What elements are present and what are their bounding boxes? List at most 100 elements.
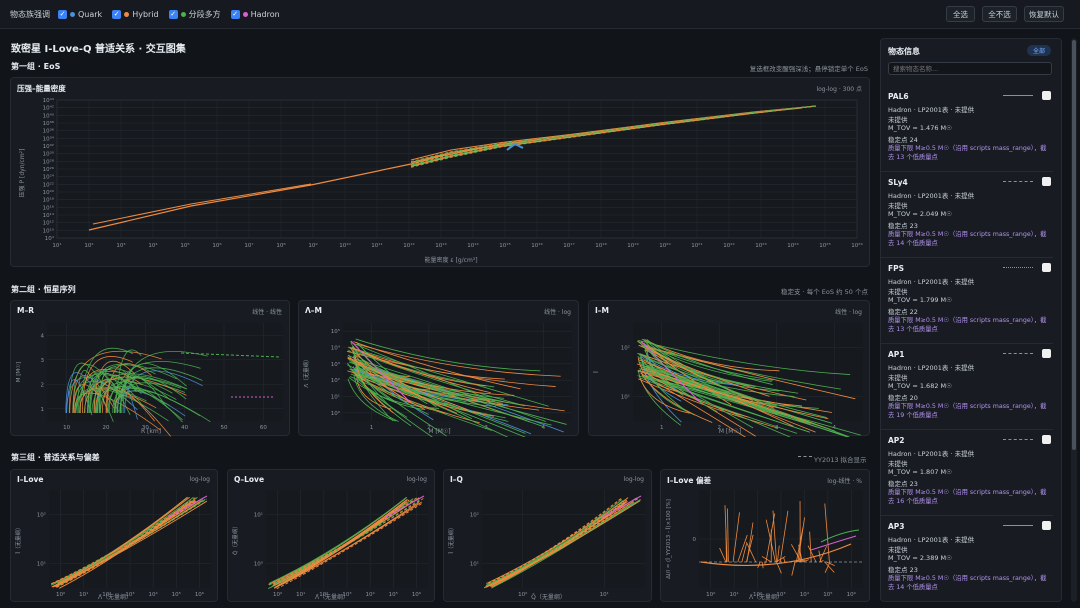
deviation-line[interactable] xyxy=(777,545,780,563)
mr-curve[interactable] xyxy=(87,371,124,414)
category-toggle-hybrid[interactable]: ✓ Hybrid xyxy=(112,9,159,19)
checkbox-icon[interactable]: ✓ xyxy=(168,9,178,19)
deviation-line[interactable] xyxy=(824,561,835,573)
sequence-curve[interactable] xyxy=(645,365,828,419)
deviation-line[interactable] xyxy=(746,541,757,563)
deviation-line[interactable] xyxy=(795,527,804,563)
eos-list-item[interactable]: AP1 Hadron · LP2001表 · 未提供 未提供 M_TOV = 1.68… xyxy=(881,344,1053,430)
mr-curve[interactable] xyxy=(112,387,201,417)
relation-curve[interactable] xyxy=(485,499,623,586)
relation-curve[interactable] xyxy=(166,495,208,519)
select-all-button[interactable]: 全选 xyxy=(946,6,975,22)
eos-list-item[interactable]: PAL6 Hadron · LP2001表 · 未提供 未提供 M_TOV = 1.4… xyxy=(881,86,1053,172)
eos-list-item[interactable]: AP3 Hadron · LP2001表 · 未提供 未提供 M_TOV = 2.38… xyxy=(881,516,1053,601)
mr-curve[interactable] xyxy=(75,388,169,422)
relation-curve[interactable] xyxy=(272,499,410,587)
i-q-chart[interactable]: 10⁰ 10¹ 10¹ 10² Q̄（无量纲） Ī（无量纲） xyxy=(444,470,653,603)
eos-list-item[interactable]: SLy4 Hadron · LP2001表 · 未提供 未提供 M_TOV = 2.0… xyxy=(881,172,1053,258)
relation-curve[interactable] xyxy=(269,496,408,584)
mr-curve[interactable] xyxy=(93,360,135,414)
deviation-line[interactable] xyxy=(826,561,835,567)
mr-curve[interactable] xyxy=(113,395,171,437)
sequence-curve[interactable] xyxy=(645,372,750,418)
eos-search-input[interactable] xyxy=(888,62,1052,75)
deviation-line[interactable] xyxy=(791,561,796,576)
relation-curve[interactable] xyxy=(490,500,641,587)
sequence-curve[interactable] xyxy=(353,341,521,390)
checkbox-icon[interactable]: ✓ xyxy=(230,9,240,19)
mr-curve[interactable] xyxy=(82,356,133,414)
eos-list-item[interactable]: FPS Hadron · LP2001表 · 未提供 未提供 M_TOV = 1.79… xyxy=(881,258,1053,344)
mr-curve[interactable] xyxy=(180,352,280,358)
sequence-curve[interactable] xyxy=(352,361,429,415)
relation-curve[interactable] xyxy=(51,500,202,588)
deviation-line[interactable] xyxy=(818,550,822,563)
sequence-curve[interactable] xyxy=(347,362,408,418)
i-q-chart-panel[interactable]: I–Q log-log 10⁰ 10¹ 10¹ 10² Q̄（无量纲） Ī（无量纲） xyxy=(443,469,652,602)
relation-curve[interactable] xyxy=(273,499,408,586)
sequence-curve[interactable] xyxy=(356,351,519,405)
all-badge[interactable]: 全部 xyxy=(1027,45,1051,56)
deviation-line[interactable] xyxy=(783,557,786,563)
mr-curve[interactable] xyxy=(72,384,101,414)
mr-curve[interactable] xyxy=(122,363,187,414)
category-toggle-quark[interactable]: ✓ Quark xyxy=(58,9,102,19)
sequence-curve[interactable] xyxy=(642,362,754,429)
sequence-curve[interactable] xyxy=(641,374,713,423)
mr-curve[interactable] xyxy=(69,350,162,414)
relation-curve[interactable] xyxy=(276,502,424,590)
sequence-curve[interactable] xyxy=(353,375,399,422)
mr-curve[interactable] xyxy=(124,370,203,414)
sequence-curve[interactable] xyxy=(636,353,777,407)
i-love-deviation-chart-panel[interactable]: I–Love 偏差 log-线性 · % 10⁰ 10¹ 10² 10³ 10⁴ 10⁵ 1… xyxy=(660,469,870,602)
deviation-line[interactable] xyxy=(772,510,777,563)
sequence-curve[interactable] xyxy=(354,372,552,426)
sequence-curve[interactable] xyxy=(354,377,444,437)
eos-checkbox[interactable] xyxy=(1042,349,1051,358)
sequence-curve[interactable] xyxy=(350,376,492,431)
mr-curve[interactable] xyxy=(116,390,186,417)
eos-checkbox[interactable] xyxy=(1042,91,1051,100)
sequence-curve[interactable] xyxy=(349,347,495,388)
relation-curve[interactable] xyxy=(59,496,190,584)
sequence-curve[interactable] xyxy=(638,353,739,386)
lambda-m-chart-panel[interactable]: Λ–M 线性 · log 1 2 3 4 10⁰ 10¹ 10² 10³ 10⁴ 10⁵ M [M☉… xyxy=(298,300,579,437)
relation-curve[interactable] xyxy=(57,496,188,584)
sequence-curve[interactable] xyxy=(643,356,780,392)
eos-checkbox[interactable] xyxy=(1042,177,1051,186)
sequence-curve[interactable] xyxy=(355,348,549,407)
eos-chart-panel[interactable]: 压强–能量密度 log-log · 300 点 10¹ 10² 10³ 10⁴ 10⁵ 1… xyxy=(10,77,870,267)
relation-curve[interactable] xyxy=(50,497,203,585)
eos-curve[interactable] xyxy=(410,105,817,168)
deviation-line[interactable] xyxy=(779,510,789,563)
sequence-curve[interactable] xyxy=(352,371,513,437)
eos-checkbox[interactable] xyxy=(1042,263,1051,272)
sequence-curve[interactable] xyxy=(355,338,541,372)
sequence-curve[interactable] xyxy=(646,339,780,372)
sequence-curve[interactable] xyxy=(347,378,396,422)
mr-curve[interactable] xyxy=(65,372,100,414)
sequence-curve[interactable] xyxy=(356,343,561,377)
sequence-curve[interactable] xyxy=(642,376,800,437)
scrollbar-thumb[interactable] xyxy=(1072,40,1076,450)
sequence-curve[interactable] xyxy=(356,374,495,417)
checkbox-icon[interactable]: ✓ xyxy=(58,9,67,19)
sequence-curve[interactable] xyxy=(642,339,720,396)
sequence-curve[interactable] xyxy=(639,355,688,413)
sequence-curve[interactable] xyxy=(641,338,773,385)
sequence-curve[interactable] xyxy=(354,363,564,433)
deviation-line[interactable] xyxy=(761,556,772,563)
i-love-deviation-chart[interactable]: 10⁰ 10¹ 10² 10³ 10⁴ 10⁵ 10⁶ 0 Λ̄（无量纲） ΔI/I = (Ī_Y… xyxy=(661,470,871,603)
deviation-line[interactable] xyxy=(737,534,748,563)
eos-curve[interactable] xyxy=(92,183,312,225)
mr-chart[interactable]: 10 20 30 40 50 60 1 2 3 4 R [km] M [M☉] xyxy=(11,301,291,437)
relation-curve[interactable] xyxy=(54,500,191,588)
mr-curve[interactable] xyxy=(96,386,170,414)
deviation-line[interactable] xyxy=(824,561,831,573)
sequence-curve[interactable] xyxy=(352,350,436,404)
sequence-curve[interactable] xyxy=(640,340,700,402)
deviation-line[interactable] xyxy=(807,545,817,563)
mr-curve[interactable] xyxy=(74,392,161,431)
mr-curve[interactable] xyxy=(79,387,157,414)
